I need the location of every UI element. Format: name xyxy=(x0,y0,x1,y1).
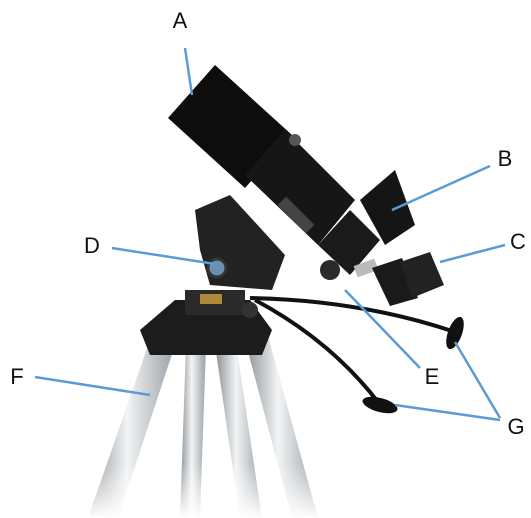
diagram: A B C D E F G xyxy=(0,0,531,518)
callout-label: D xyxy=(84,233,100,258)
callout-label: B xyxy=(498,146,513,171)
callout-label: A xyxy=(173,8,188,33)
callout-label: E xyxy=(425,364,440,389)
callout-label: G xyxy=(507,414,524,439)
callout-label: F xyxy=(10,364,23,389)
callout-label: C xyxy=(510,229,526,254)
telescope xyxy=(0,65,531,518)
